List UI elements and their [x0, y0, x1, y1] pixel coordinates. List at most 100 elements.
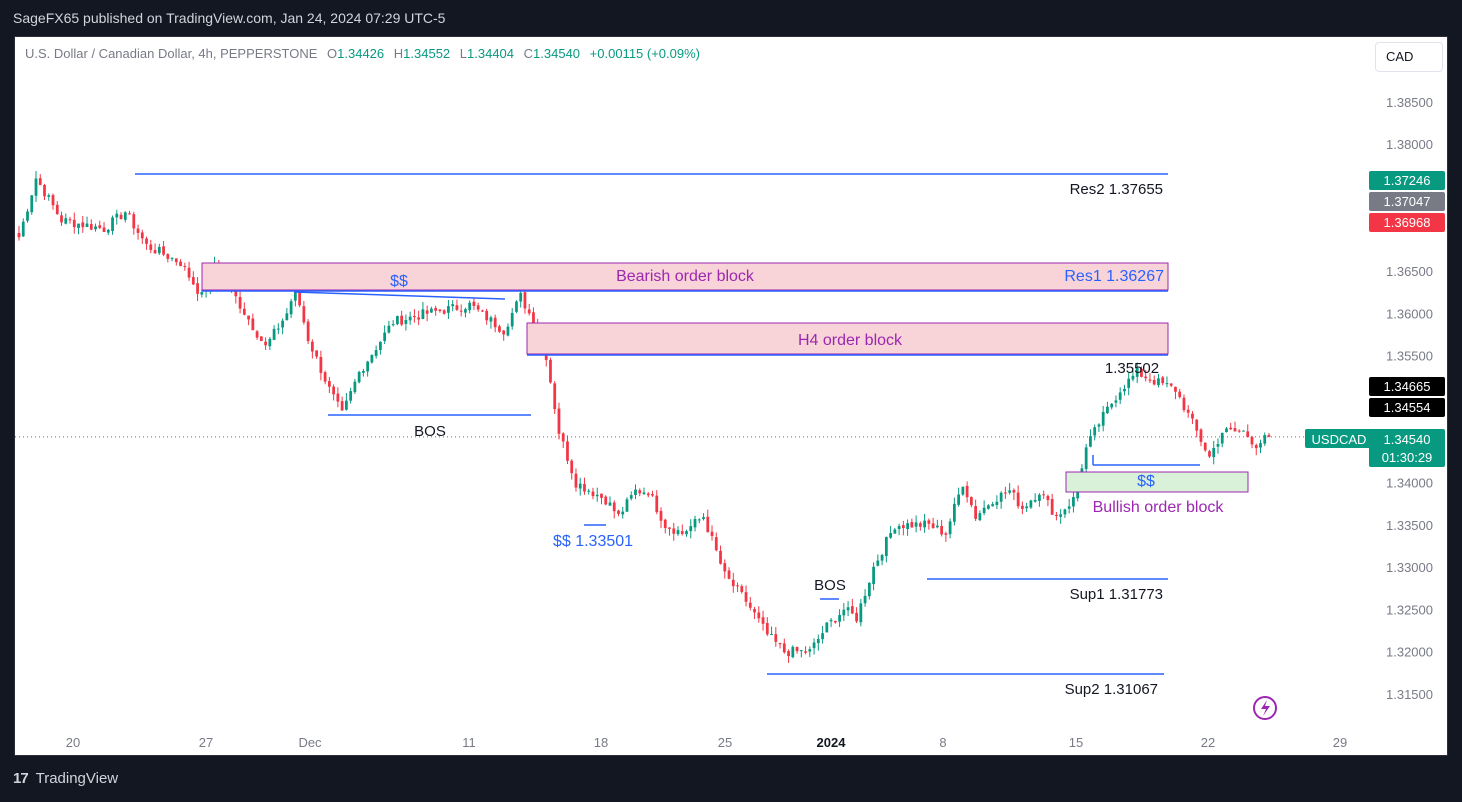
candle-body — [447, 306, 450, 313]
open-label: O — [327, 46, 338, 61]
time-tick-label: 20 — [66, 735, 80, 750]
candle-body — [1008, 490, 1012, 493]
candle-body — [1059, 514, 1063, 517]
candle-body — [634, 489, 637, 495]
candle-body — [685, 531, 688, 535]
candle-body — [1067, 506, 1071, 509]
candle-body — [323, 372, 327, 382]
candle-body — [481, 310, 484, 312]
candle-body — [1029, 500, 1033, 508]
candle-body — [753, 608, 756, 613]
candle-body — [612, 502, 616, 512]
candle-body — [298, 283, 301, 306]
res2-label: Res2 1.37655 — [1070, 181, 1163, 198]
candle-body — [680, 531, 684, 534]
lightning-icon — [1261, 700, 1270, 716]
candle-body — [778, 642, 782, 645]
candle-body — [1072, 497, 1075, 507]
liquidity-top-label: $$ — [390, 273, 408, 290]
time-tick-label: 8 — [939, 735, 946, 750]
chart-canvas[interactable]: Bearish order block Res1 1.36267 $$ H4 orde… — [15, 37, 1448, 756]
candle-body — [1216, 444, 1220, 447]
candle-body — [1199, 429, 1203, 442]
candle-body — [1182, 397, 1186, 411]
candle-body — [47, 195, 51, 197]
candle-body — [170, 257, 174, 259]
candle-body — [731, 579, 735, 587]
candle-body — [306, 321, 310, 342]
candle-body — [272, 328, 276, 340]
candle-body — [765, 623, 769, 635]
price-tag-label: 1.37047 — [1384, 194, 1431, 209]
price-tick-label: 1.35500 — [1386, 349, 1433, 364]
candle-body — [532, 312, 535, 327]
price-tick-label: 1.33500 — [1386, 518, 1433, 533]
candle-body — [111, 217, 114, 232]
candle-body — [1246, 431, 1250, 438]
candle-body — [744, 592, 748, 602]
candle-body — [187, 267, 191, 278]
candle-body — [527, 309, 531, 314]
candle-body — [795, 646, 799, 652]
candle-body — [833, 620, 837, 623]
lightning-icon-ring — [1253, 696, 1277, 720]
candle-body — [923, 520, 926, 528]
price-tick-label: 1.32000 — [1386, 645, 1433, 660]
candle-body — [302, 306, 306, 323]
candle-body — [442, 310, 446, 314]
candle-body — [21, 221, 25, 237]
chart-panel[interactable]: Bearish order block Res1 1.36267 $$ H4 orde… — [14, 36, 1448, 756]
candle-body — [374, 350, 378, 356]
candle-body — [1229, 427, 1233, 430]
candle-body — [523, 292, 527, 309]
candle-body — [1267, 435, 1271, 437]
candle-body — [366, 361, 370, 372]
candle-body — [285, 313, 289, 321]
candle-body — [391, 324, 395, 326]
candle-body — [876, 560, 880, 566]
candle-body — [1033, 499, 1037, 502]
candle-body — [799, 650, 803, 652]
candle-body — [242, 308, 246, 315]
candle-body — [438, 309, 442, 312]
candle-body — [247, 315, 250, 320]
candle-body — [1169, 383, 1173, 386]
candle-body — [157, 247, 161, 254]
candle-body — [72, 219, 76, 228]
tradingview-footer[interactable]: 17 TradingView — [13, 770, 118, 787]
price-tick-label: 1.36000 — [1386, 306, 1433, 321]
candle-body — [587, 490, 591, 492]
candle-body — [910, 521, 914, 528]
candle-body — [914, 522, 918, 527]
candle-body — [81, 222, 85, 228]
tradingview-logo-icon: 17 — [13, 770, 29, 787]
candle-body — [400, 315, 404, 325]
candle-body — [1038, 494, 1041, 501]
time-tick-label: 18 — [594, 735, 608, 750]
sup2-label: Sup2 1.31067 — [1065, 681, 1158, 698]
change-value: +0.00115 (+0.09%) — [589, 46, 700, 61]
candle-body — [987, 505, 990, 509]
candle-body — [1055, 514, 1058, 516]
candle-body — [804, 651, 807, 653]
price-tag-bg — [1369, 192, 1445, 211]
candle-body — [1148, 379, 1152, 381]
candle-body — [901, 525, 905, 529]
candle-body — [370, 354, 374, 363]
candle-body — [1093, 427, 1097, 436]
candle-body — [608, 502, 612, 506]
candle-body — [413, 316, 416, 318]
candle-body — [136, 228, 140, 233]
price-tag-bg — [1369, 398, 1445, 417]
candle-body — [1131, 375, 1135, 380]
candle-body — [98, 225, 102, 228]
price-tag-bg — [1369, 171, 1445, 190]
candle-body — [1208, 451, 1211, 457]
candle-body — [1097, 424, 1101, 427]
candle-body — [884, 537, 888, 557]
candle-body — [991, 504, 995, 507]
candle-body — [974, 506, 978, 519]
candle-body — [234, 288, 238, 297]
currency-button[interactable]: CAD — [1375, 42, 1443, 72]
publish-header: SageFX65 published on TradingView.com, J… — [0, 0, 1462, 36]
